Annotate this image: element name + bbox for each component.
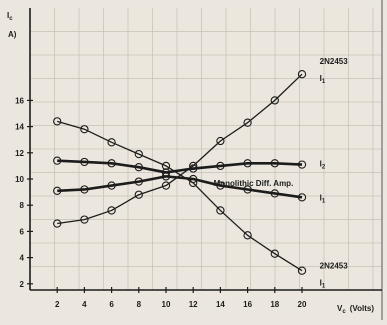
data-point — [243, 185, 252, 194]
data-point — [161, 172, 171, 181]
x-tick-label: 2 — [55, 300, 60, 309]
annotation-label: I2 — [320, 159, 326, 170]
x-tick-label: 16 — [243, 300, 252, 309]
series-1 — [53, 70, 307, 228]
x-tick-label: 14 — [216, 300, 225, 309]
data-point — [297, 266, 307, 275]
data-point — [80, 157, 89, 167]
x-tick-label: 8 — [137, 300, 142, 309]
grid — [30, 8, 382, 290]
data-point — [270, 159, 279, 168]
data-point — [216, 136, 225, 146]
x-axis-title: Vc (Volts) — [337, 304, 374, 315]
data-point — [243, 118, 252, 127]
data-point — [161, 181, 171, 190]
data-point — [161, 161, 171, 171]
data-point — [134, 163, 143, 172]
data-point — [270, 96, 279, 105]
x-tick-label: 6 — [109, 300, 114, 309]
annotation-label: 2N2453 — [320, 261, 349, 270]
y-tick-label: 16 — [15, 96, 24, 105]
y-tick-label: 12 — [15, 149, 24, 158]
data-point — [134, 177, 143, 186]
y-tick-label: 6 — [20, 227, 25, 236]
data-point — [297, 193, 307, 202]
series-2 — [53, 117, 307, 275]
data-point — [189, 174, 198, 184]
series-line — [57, 175, 303, 199]
annotation-label: 2N2453 — [320, 57, 349, 66]
series-3 — [53, 156, 307, 177]
data-point — [270, 249, 279, 258]
y-axis-title-sub: c — [9, 16, 13, 22]
data-point — [243, 159, 252, 168]
y-axis-title-line2: A) — [8, 30, 17, 39]
x-tick-label: 20 — [298, 300, 307, 309]
x-axis-title-main: V — [337, 304, 343, 313]
y-tick-label: 8 — [20, 201, 25, 210]
annotation-label: I1 — [320, 278, 326, 289]
data-point — [80, 215, 89, 224]
data-point — [80, 185, 89, 194]
series-line — [57, 73, 303, 225]
annotation-label: I1 — [320, 193, 326, 204]
data-point — [243, 231, 252, 240]
y-axis-title-main: I — [7, 11, 9, 20]
data-point — [107, 138, 116, 147]
x-axis-title-unit: (Volts) — [350, 304, 375, 313]
data-point — [216, 161, 225, 171]
y-tick-label: 10 — [15, 175, 24, 184]
series-4 — [53, 172, 307, 202]
data-point — [216, 181, 225, 190]
annotation-label: I1 — [320, 74, 326, 85]
data-point — [53, 186, 62, 195]
data-point — [53, 156, 62, 165]
data-point — [134, 190, 143, 199]
y-axis-title: Ic — [7, 11, 13, 22]
data-point — [80, 125, 89, 134]
data-point — [270, 189, 279, 198]
x-tick-label: 18 — [270, 300, 279, 309]
x-tick-label: 4 — [82, 300, 87, 309]
data-point — [107, 159, 116, 168]
x-axis-title-sub: c — [342, 309, 346, 315]
annotations: 2N2453 I1 I2 Monolithic Diff. Amp. I1 2N2453 I… — [214, 57, 349, 289]
data-point — [297, 160, 307, 169]
x-tick-label: 12 — [189, 300, 198, 309]
y-tick-label: 2 — [20, 280, 25, 289]
series-group — [53, 70, 307, 275]
data-point — [189, 164, 198, 173]
series-line — [57, 159, 303, 174]
data-point — [53, 219, 62, 228]
data-point — [107, 206, 116, 215]
y-tick-label: 4 — [20, 254, 25, 263]
data-point — [134, 149, 143, 159]
data-point — [107, 181, 116, 190]
data-point — [53, 117, 62, 126]
axis-ticks: 2 4 6 8 10 12 14 16 2 4 6 8 10 12 14 16 18 20 — [15, 96, 307, 309]
data-point — [216, 206, 225, 215]
annotation-label: Monolithic Diff. Amp. — [214, 179, 294, 188]
series-line — [57, 120, 303, 272]
data-point — [297, 70, 307, 79]
x-tick-label: 10 — [162, 300, 171, 309]
y-tick-label: 14 — [15, 123, 24, 132]
